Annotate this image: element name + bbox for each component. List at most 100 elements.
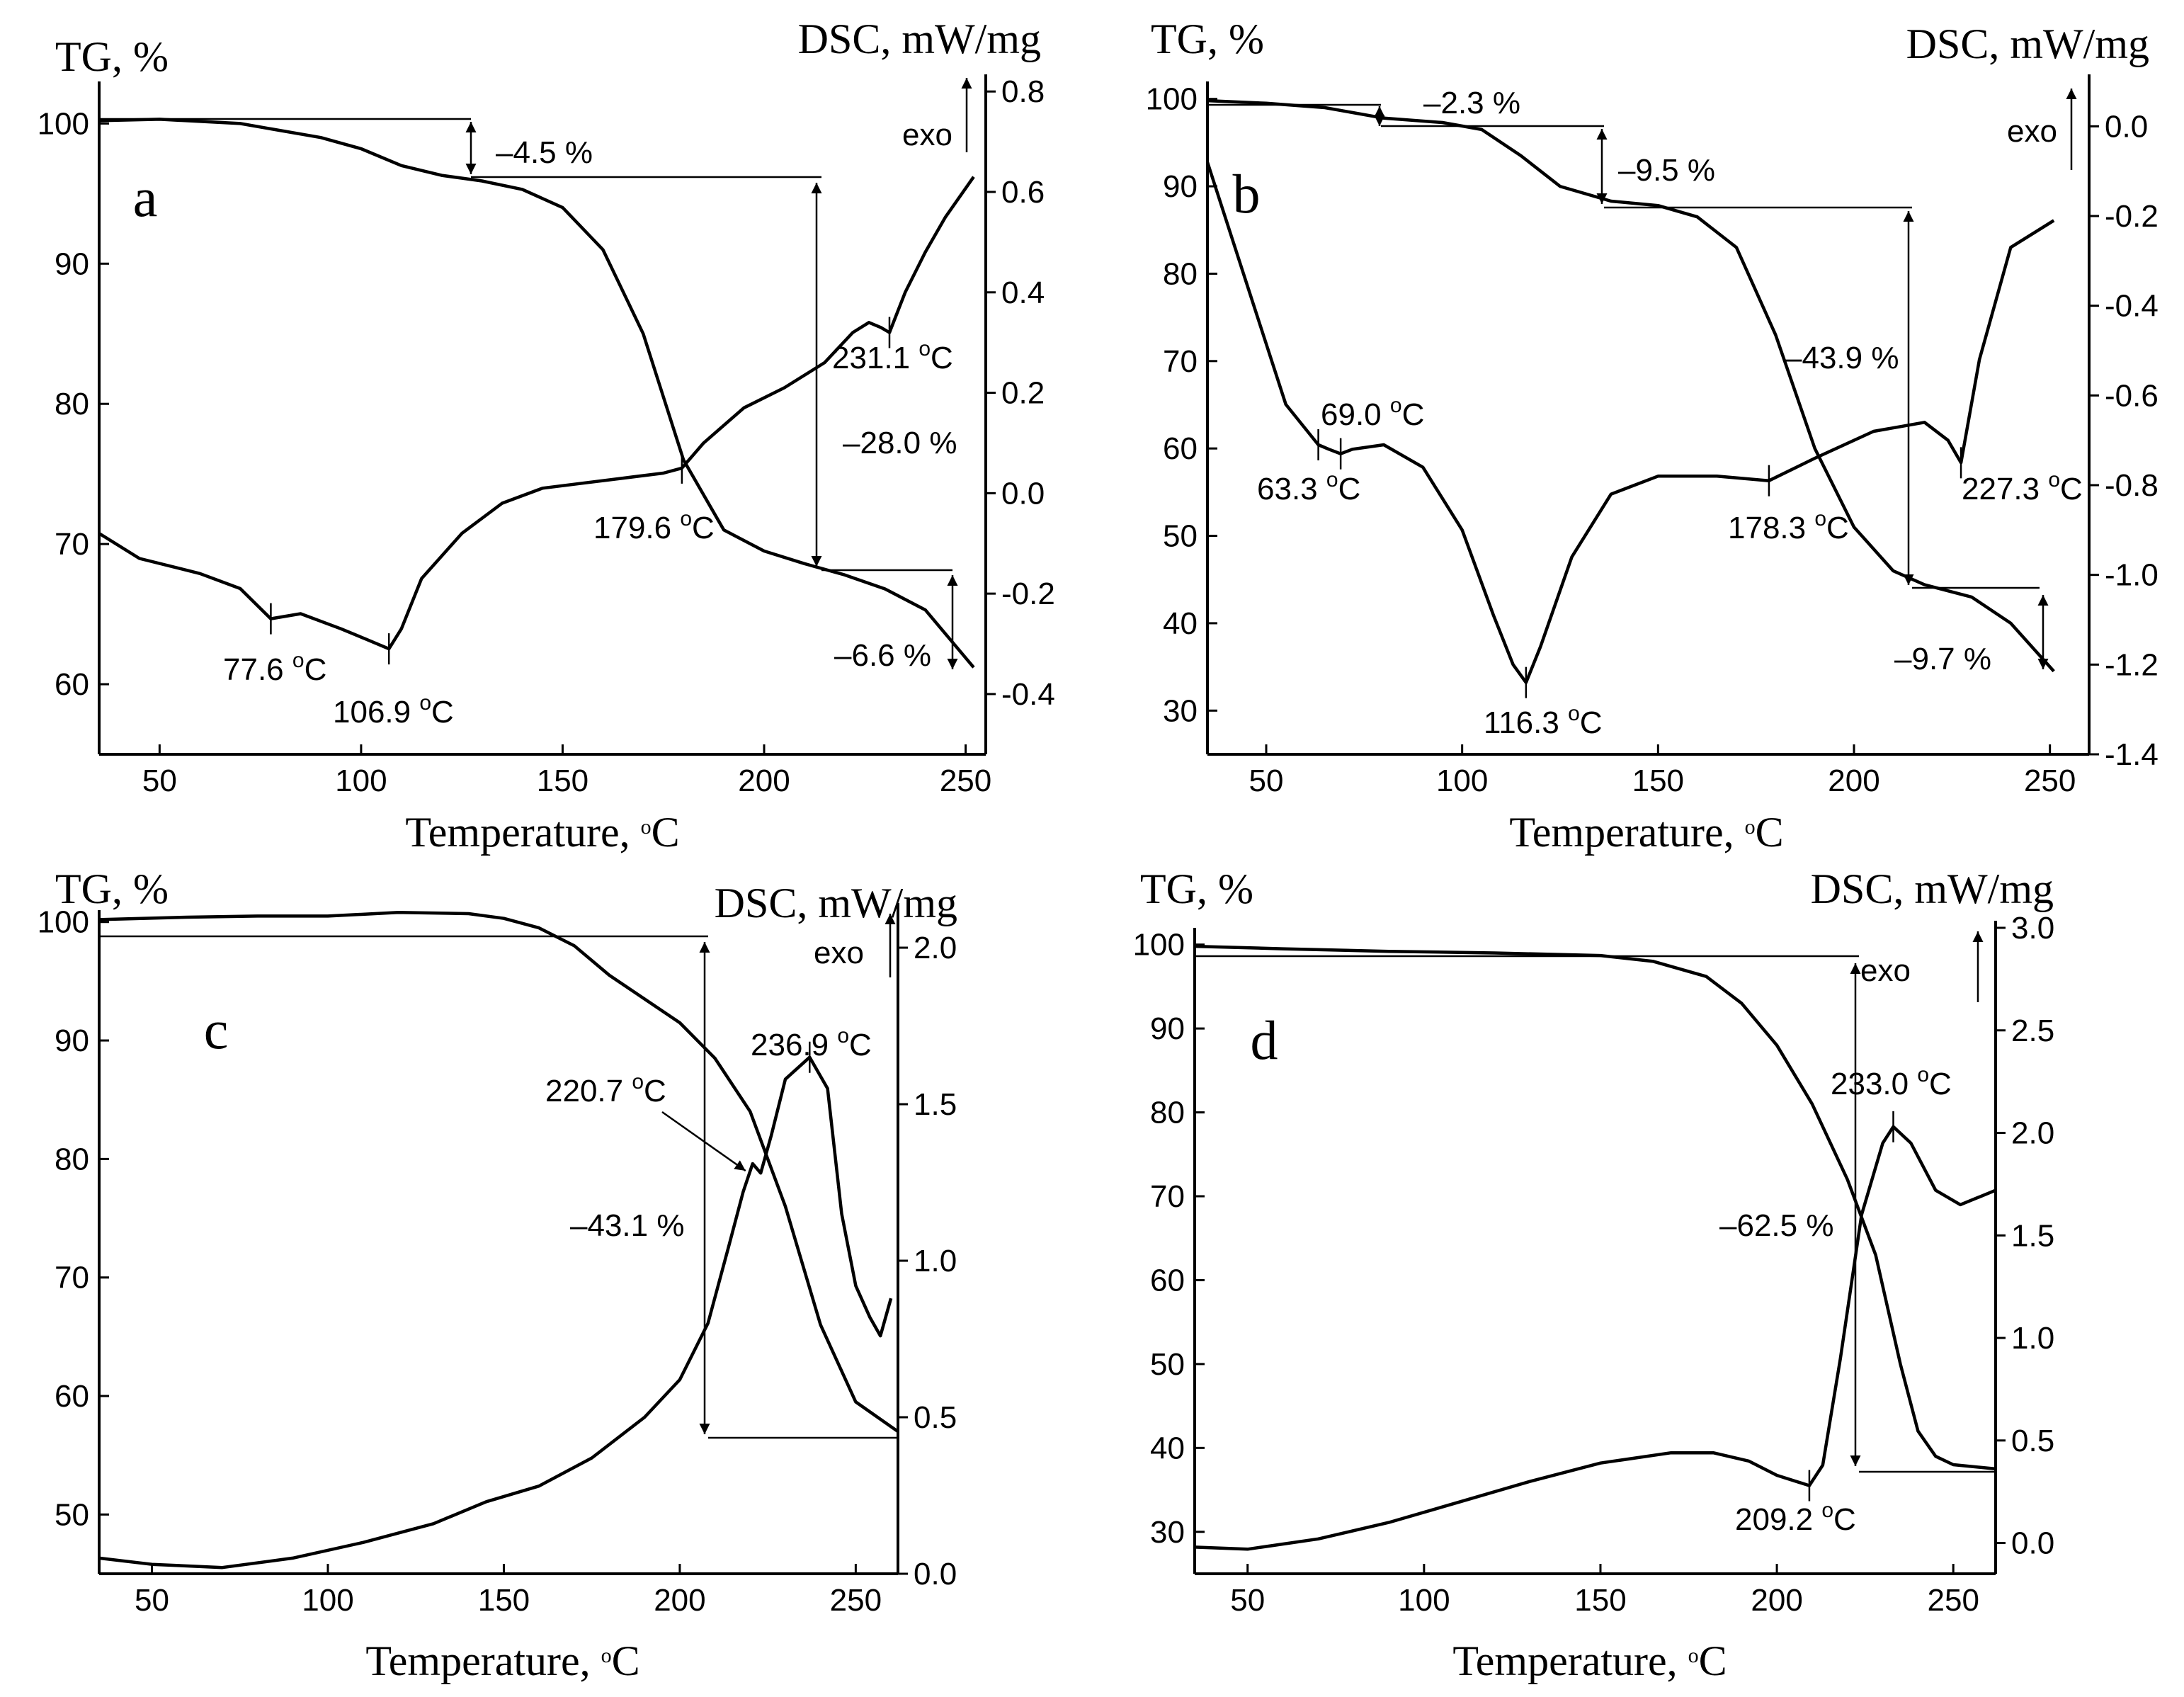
tg-curve xyxy=(1194,944,1996,1471)
y-left-tick-label: 50 xyxy=(1163,519,1198,554)
y-right-tick-label: 0.6 xyxy=(1001,175,1045,210)
exo-label: exo xyxy=(902,118,952,152)
y-right-tick-label: 2.0 xyxy=(914,931,957,965)
y-right-title: DSC, mW/mg xyxy=(1811,865,2054,912)
x-tick-label: 50 xyxy=(1249,764,1284,798)
y-right-tick-label: 0.5 xyxy=(914,1400,957,1435)
y-left-tick-label: 70 xyxy=(55,527,89,562)
exo-label: exo xyxy=(814,936,864,970)
y-left-tick-label: 60 xyxy=(1150,1263,1185,1298)
peak-label: 233.0 oC xyxy=(1831,1063,1952,1101)
x-tick-label: 200 xyxy=(654,1583,705,1618)
y-left-title: TG, % xyxy=(1151,16,1264,62)
x-axis-title: Temperature, oC xyxy=(405,809,679,856)
y-right-tick-label: -1.4 xyxy=(2105,737,2159,772)
x-tick-label: 50 xyxy=(142,764,177,798)
y-left-tick-label: 30 xyxy=(1163,693,1198,728)
y-left-tick-label: 80 xyxy=(55,387,89,421)
y-right-title: DSC, mW/mg xyxy=(798,16,1041,62)
dsc-curve xyxy=(98,176,975,651)
y-right-tick-label: -0.2 xyxy=(2105,199,2159,234)
peak-label: 231.1 oC xyxy=(832,337,953,375)
y-right-tick-label: 0.0 xyxy=(914,1557,957,1591)
y-right-tick-label: -1.2 xyxy=(2105,647,2159,682)
y-left-tick-label: 80 xyxy=(1163,256,1198,291)
x-tick-label: 250 xyxy=(940,764,991,798)
y-right-tick-label: 0.4 xyxy=(1001,276,1045,310)
x-tick-label: 100 xyxy=(1398,1583,1450,1618)
x-axis-title: Temperature, oC xyxy=(365,1638,639,1684)
y-right-tick-label: 2.5 xyxy=(2011,1014,2054,1048)
x-tick-label: 150 xyxy=(478,1583,530,1618)
y-right-tick-label: 0.0 xyxy=(2011,1526,2054,1561)
y-left-tick-label: 70 xyxy=(1150,1179,1185,1214)
y-right-tick-label: 0.5 xyxy=(2011,1424,2054,1458)
x-tick-label: 50 xyxy=(1230,1583,1265,1618)
y-right-tick-label: -0.8 xyxy=(2105,468,2159,503)
x-tick-label: 50 xyxy=(135,1583,169,1618)
y-left-tick-label: 100 xyxy=(1133,928,1185,963)
tg-curve xyxy=(1207,98,2055,673)
peak-label: 69.0 oC xyxy=(1321,394,1424,432)
panel-letter: c xyxy=(204,999,229,1060)
panel-letter: d xyxy=(1251,1009,1278,1071)
x-tick-label: 200 xyxy=(738,764,790,798)
y-right-tick-label: 0.8 xyxy=(1001,74,1045,109)
y-right-title: DSC, mW/mg xyxy=(715,880,957,926)
mass-loss-label: –28.0 % xyxy=(843,426,957,460)
exo-label: exo xyxy=(2007,114,2057,149)
y-right-tick-label: -1.0 xyxy=(2105,558,2159,593)
mass-loss-label: –9.7 % xyxy=(1894,642,1991,676)
x-tick-label: 200 xyxy=(1828,764,1879,798)
y-left-tick-label: 40 xyxy=(1163,606,1198,641)
y-right-tick-label: 3.0 xyxy=(2011,911,2054,946)
tg-curve xyxy=(98,118,975,669)
y-right-tick-label: 1.5 xyxy=(914,1087,957,1122)
y-right-tick-label: -0.4 xyxy=(1001,677,1055,712)
exo-label: exo xyxy=(1860,953,1911,988)
y-left-title: TG, % xyxy=(55,865,169,912)
panel-b: 50 100 150 200 250 30 40 50 60 70 80 90 100 -1.4 -1.2 -… xyxy=(1146,16,2159,856)
y-left-title: TG, % xyxy=(55,33,169,80)
panel-d: 50 100 150 200 250 30 40 50 60 70 80 90 100 0.0 0.5 1.0… xyxy=(1133,865,2055,1684)
y-left-tick-label: 70 xyxy=(55,1261,89,1295)
y-right-tick-label: -0.4 xyxy=(2105,289,2159,324)
x-tick-label: 200 xyxy=(1751,1583,1802,1618)
x-axis-title: Temperature, oC xyxy=(1452,1638,1727,1684)
mass-loss-label: –43.1 % xyxy=(570,1208,684,1243)
y-left-tick-label: 100 xyxy=(38,106,89,141)
y-left-tick-label: 50 xyxy=(55,1497,89,1532)
y-left-tick-label: 60 xyxy=(1163,431,1198,466)
y-right-tick-label: 1.5 xyxy=(2011,1218,2054,1253)
x-tick-label: 100 xyxy=(302,1583,353,1618)
panel-c: 50 100 150 200 250 50 60 70 80 90 100 0.0 0.5 1.0 1.5 2… xyxy=(38,865,957,1684)
x-tick-label: 250 xyxy=(1928,1583,1979,1618)
y-right-tick-label: 0.0 xyxy=(1001,476,1045,511)
mass-loss-label: –9.5 % xyxy=(1618,153,1715,188)
x-tick-label: 150 xyxy=(537,764,588,798)
y-left-tick-label: 30 xyxy=(1150,1515,1185,1550)
x-tick-label: 100 xyxy=(1436,764,1488,798)
x-tick-label: 100 xyxy=(335,764,387,798)
y-left-tick-label: 70 xyxy=(1163,344,1198,379)
y-left-title: TG, % xyxy=(1140,865,1253,912)
y-right-tick-label: -0.6 xyxy=(2105,378,2159,413)
y-right-title: DSC, mW/mg xyxy=(1906,21,2149,67)
y-left-tick-label: 90 xyxy=(55,1023,89,1058)
y-left-tick-label: 50 xyxy=(1150,1347,1185,1382)
peak-callout-arrow xyxy=(661,1111,746,1172)
y-right-tick-label: -0.2 xyxy=(1001,577,1055,611)
peak-label: 178.3 oC xyxy=(1728,507,1849,545)
y-right-tick-label: 2.0 xyxy=(2011,1116,2054,1151)
mass-loss-label: –62.5 % xyxy=(1719,1208,1833,1243)
y-left-tick-label: 100 xyxy=(38,905,89,940)
dsc-curve xyxy=(98,1055,893,1570)
y-left-tick-label: 100 xyxy=(1146,82,1198,117)
peak-label: 236.9 oC xyxy=(751,1024,872,1062)
peak-label: 227.3 oC xyxy=(1962,468,2083,506)
y-left-tick-label: 60 xyxy=(55,1379,89,1414)
dsc-curve xyxy=(1194,1125,1996,1551)
y-left-tick-label: 80 xyxy=(55,1142,89,1176)
x-tick-label: 250 xyxy=(2024,764,2076,798)
